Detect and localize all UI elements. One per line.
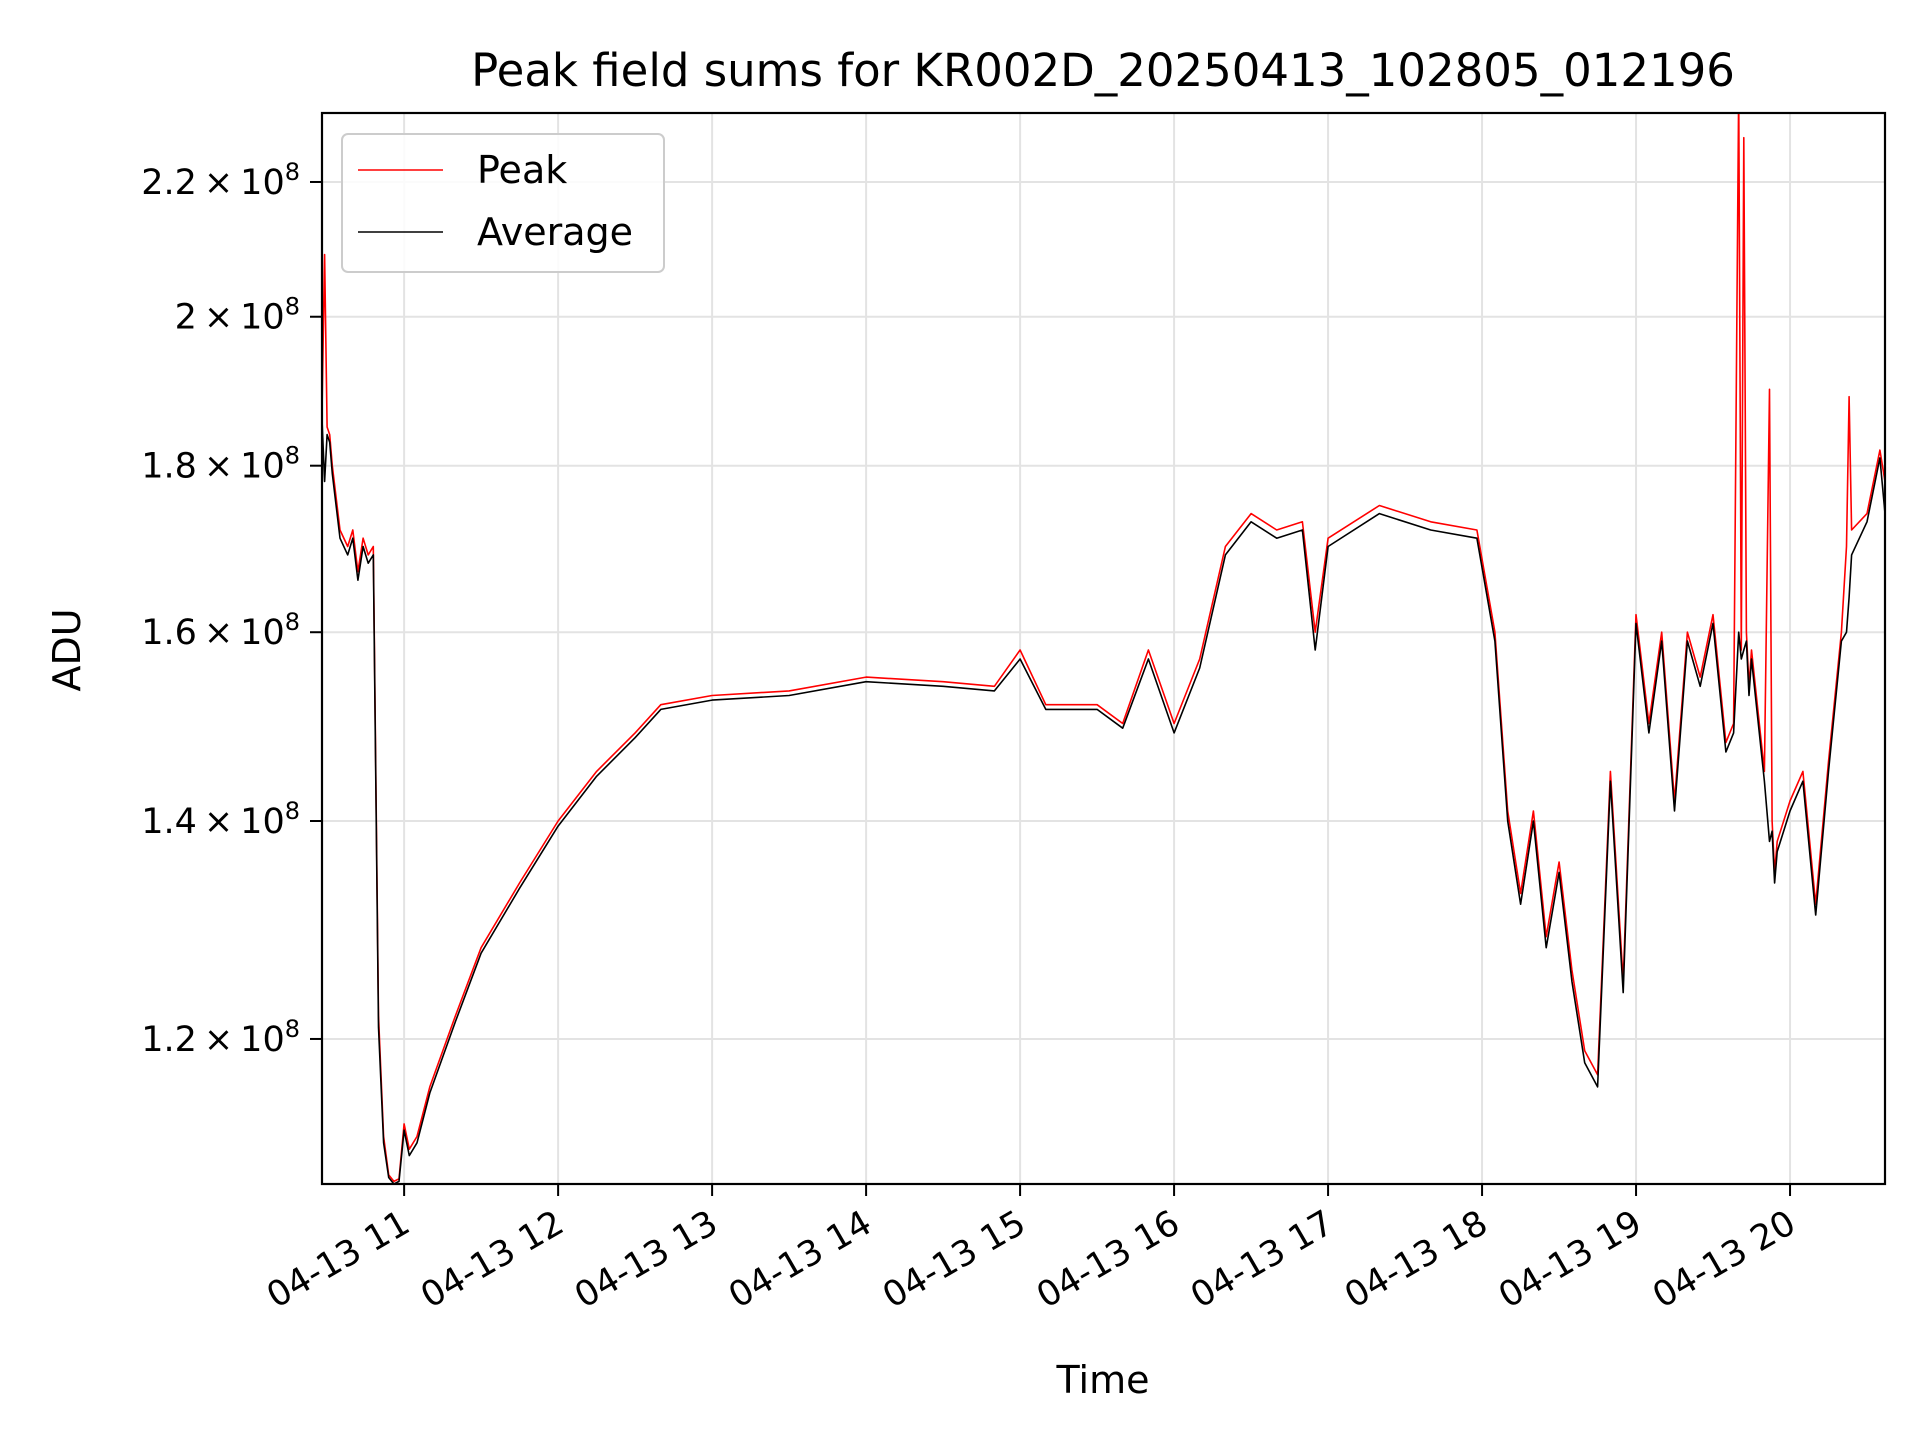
y-axis: 1.2 × 108 1.4 × 108 1.6 × 108 1.8 × 108 2 × … (141, 158, 322, 1060)
y-tick-label: 2.2 × 108 (141, 158, 300, 203)
series-line-average (322, 419, 1885, 1184)
y-tick-label: 2 × 108 (175, 293, 300, 338)
y-tick-label: 1.8 × 108 (141, 442, 300, 487)
plot-frame (320, 111, 1887, 1186)
y-tick-label: 1.2 × 108 (141, 1015, 300, 1060)
series-layer (322, 113, 1885, 1184)
x-axis-label: Time (1056, 1358, 1150, 1402)
legend-box (341, 133, 665, 273)
legend-label-peak: Peak (477, 148, 567, 192)
legend-label-average: Average (477, 210, 633, 254)
y-tick-label: 1.4 × 108 (141, 797, 300, 842)
y-axis-label: ADU (45, 608, 89, 691)
chart-title: Peak field sums for KR002D_20250413_1028… (471, 44, 1735, 97)
legend: Peak Average (341, 133, 665, 273)
series-line-peak (322, 113, 1885, 1183)
y-tick-label: 1.6 × 108 (141, 608, 300, 653)
